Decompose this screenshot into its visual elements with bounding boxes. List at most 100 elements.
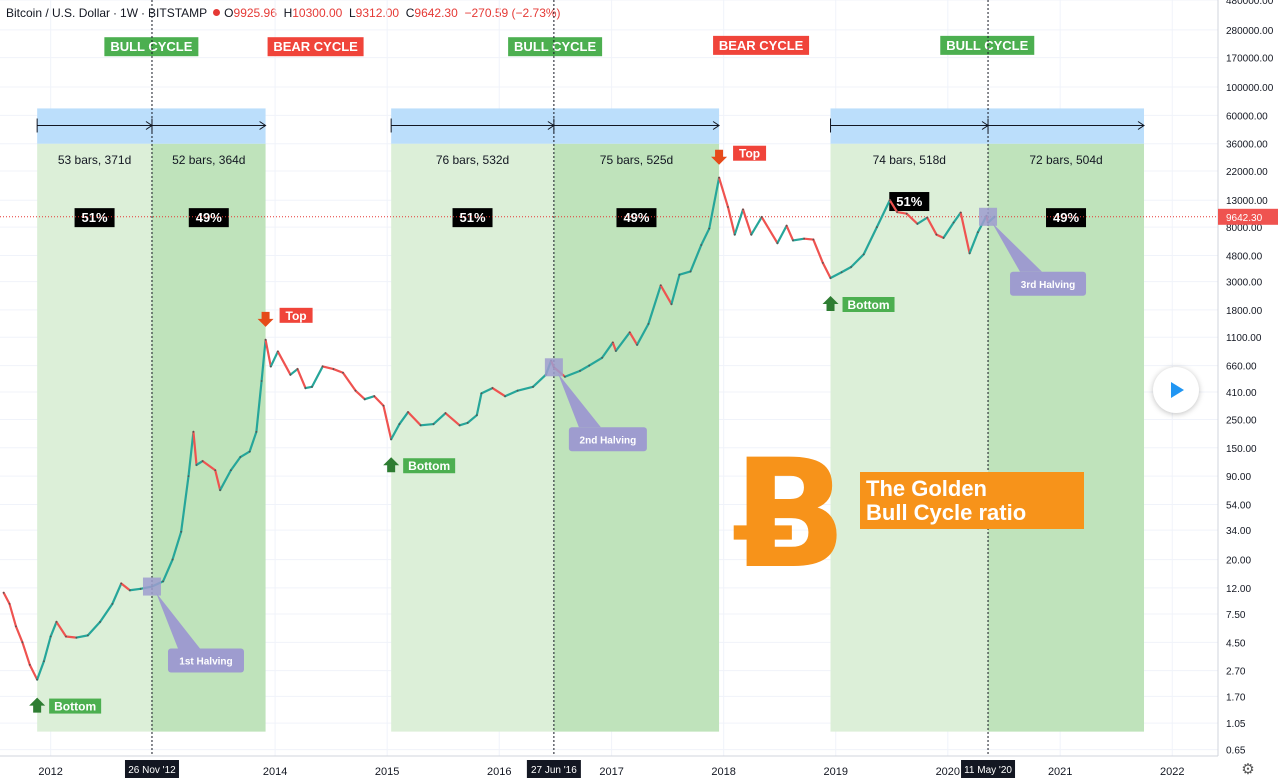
price-point bbox=[733, 233, 736, 236]
x-tick-label: 2016 bbox=[487, 766, 511, 778]
price-segment bbox=[750, 215, 763, 236]
gear-icon[interactable]: ⚙ bbox=[1241, 761, 1255, 778]
bitcoin-logo: Ƀ bbox=[733, 428, 847, 602]
low-label: L bbox=[348, 6, 356, 20]
price-segment bbox=[952, 211, 962, 224]
up-arrow-icon bbox=[383, 457, 400, 473]
price-point bbox=[718, 176, 720, 179]
halving-pointer bbox=[155, 592, 200, 649]
price-segment bbox=[161, 558, 174, 583]
price-tag: 9642.30 bbox=[1218, 208, 1278, 225]
range-bar bbox=[151, 108, 266, 144]
price-point bbox=[840, 271, 843, 274]
open-value: 9925.96 bbox=[233, 6, 277, 20]
price-point bbox=[382, 404, 385, 407]
price-segment bbox=[475, 392, 483, 417]
price-point bbox=[264, 338, 267, 341]
price-point bbox=[373, 395, 376, 398]
price-segment bbox=[760, 215, 779, 245]
price-segment bbox=[776, 224, 788, 245]
price-point bbox=[201, 460, 204, 462]
price-point bbox=[905, 212, 908, 215]
range-label: 74 bars, 518d bbox=[873, 153, 946, 167]
down-arrow-icon bbox=[257, 311, 274, 327]
price-point bbox=[171, 558, 174, 561]
play-button[interactable] bbox=[1153, 367, 1199, 413]
price-segment bbox=[600, 341, 614, 359]
symbol-name[interactable]: Bitcoin / U.S. Dollar bbox=[6, 6, 111, 20]
price-segment bbox=[382, 404, 393, 441]
range-bar bbox=[37, 108, 152, 144]
price-segment bbox=[862, 226, 878, 256]
price-segment bbox=[791, 237, 806, 242]
close-label: C bbox=[405, 6, 415, 20]
price-segment bbox=[717, 176, 730, 209]
range-arrowhead bbox=[1137, 121, 1145, 130]
price-point bbox=[916, 222, 919, 225]
price-point bbox=[180, 530, 183, 533]
bottom-marker: Bottom bbox=[29, 697, 102, 714]
top-marker: Top bbox=[711, 145, 767, 165]
price-segment bbox=[21, 641, 31, 666]
price-point bbox=[289, 373, 292, 376]
price-point bbox=[255, 430, 258, 433]
price-point bbox=[750, 233, 753, 236]
y-tick-label: 13000.00 bbox=[1226, 196, 1268, 207]
y-tick-label: 660.00 bbox=[1226, 362, 1257, 373]
ratio-badge: 51% bbox=[452, 208, 493, 228]
price-segment bbox=[503, 389, 519, 398]
ratio-badge-text: 51% bbox=[896, 194, 922, 209]
price-point bbox=[43, 660, 45, 663]
price-point bbox=[239, 456, 242, 458]
price-segment bbox=[840, 265, 853, 274]
ratio-badge-bg bbox=[889, 192, 930, 212]
price-point bbox=[15, 625, 17, 628]
price-point bbox=[192, 430, 195, 433]
x-tick-label: 2022 bbox=[1160, 766, 1184, 778]
price-segment bbox=[248, 430, 258, 453]
price-point bbox=[850, 266, 852, 268]
halving-callout-text: 3rd Halving bbox=[1021, 280, 1075, 291]
price-point bbox=[304, 387, 307, 389]
marker-label-bg bbox=[49, 698, 102, 714]
price-segment bbox=[111, 582, 123, 605]
price-point bbox=[601, 356, 603, 359]
price-point bbox=[390, 438, 393, 441]
price-point bbox=[727, 206, 729, 208]
price-segment bbox=[678, 270, 692, 276]
y-tick-label: 1.05 bbox=[1226, 719, 1246, 730]
y-tick-label: 100000.00 bbox=[1226, 83, 1274, 94]
price-point bbox=[588, 364, 591, 367]
price-segment bbox=[670, 273, 681, 306]
y-tick-label: 54.00 bbox=[1226, 500, 1251, 511]
date-flag: 26 Nov '12 bbox=[124, 760, 179, 778]
status-dot-icon bbox=[213, 9, 221, 16]
x-tick-label: 2018 bbox=[711, 766, 735, 778]
price-series bbox=[2, 176, 996, 681]
ratio-badge-bg bbox=[1046, 208, 1087, 228]
cycle-label-bg bbox=[713, 35, 810, 55]
date-flag-bg bbox=[526, 760, 581, 778]
price-segment bbox=[916, 216, 929, 225]
price-segment bbox=[296, 367, 307, 390]
interval[interactable]: 1W bbox=[120, 6, 139, 20]
ratio-badge-text: 49% bbox=[1053, 210, 1079, 225]
halving-callout-text: 2nd Halving bbox=[580, 435, 637, 446]
halving-box bbox=[544, 358, 563, 377]
y-tick-label: 4800.00 bbox=[1226, 251, 1263, 262]
price-segment bbox=[120, 582, 131, 592]
price-segment bbox=[49, 620, 58, 638]
price-segment bbox=[419, 422, 435, 427]
y-tick-label: 410.00 bbox=[1226, 388, 1257, 399]
price-point bbox=[821, 262, 824, 264]
price-segment bbox=[171, 530, 183, 561]
marker-label-bg bbox=[279, 307, 313, 323]
annotation-line-1: The Golden bbox=[866, 476, 987, 501]
price-segment bbox=[8, 602, 18, 628]
price-segment bbox=[647, 284, 662, 325]
change-value: −270.59 (−2.73%) bbox=[464, 6, 561, 20]
price-point bbox=[942, 236, 945, 239]
price-segment bbox=[239, 450, 251, 459]
